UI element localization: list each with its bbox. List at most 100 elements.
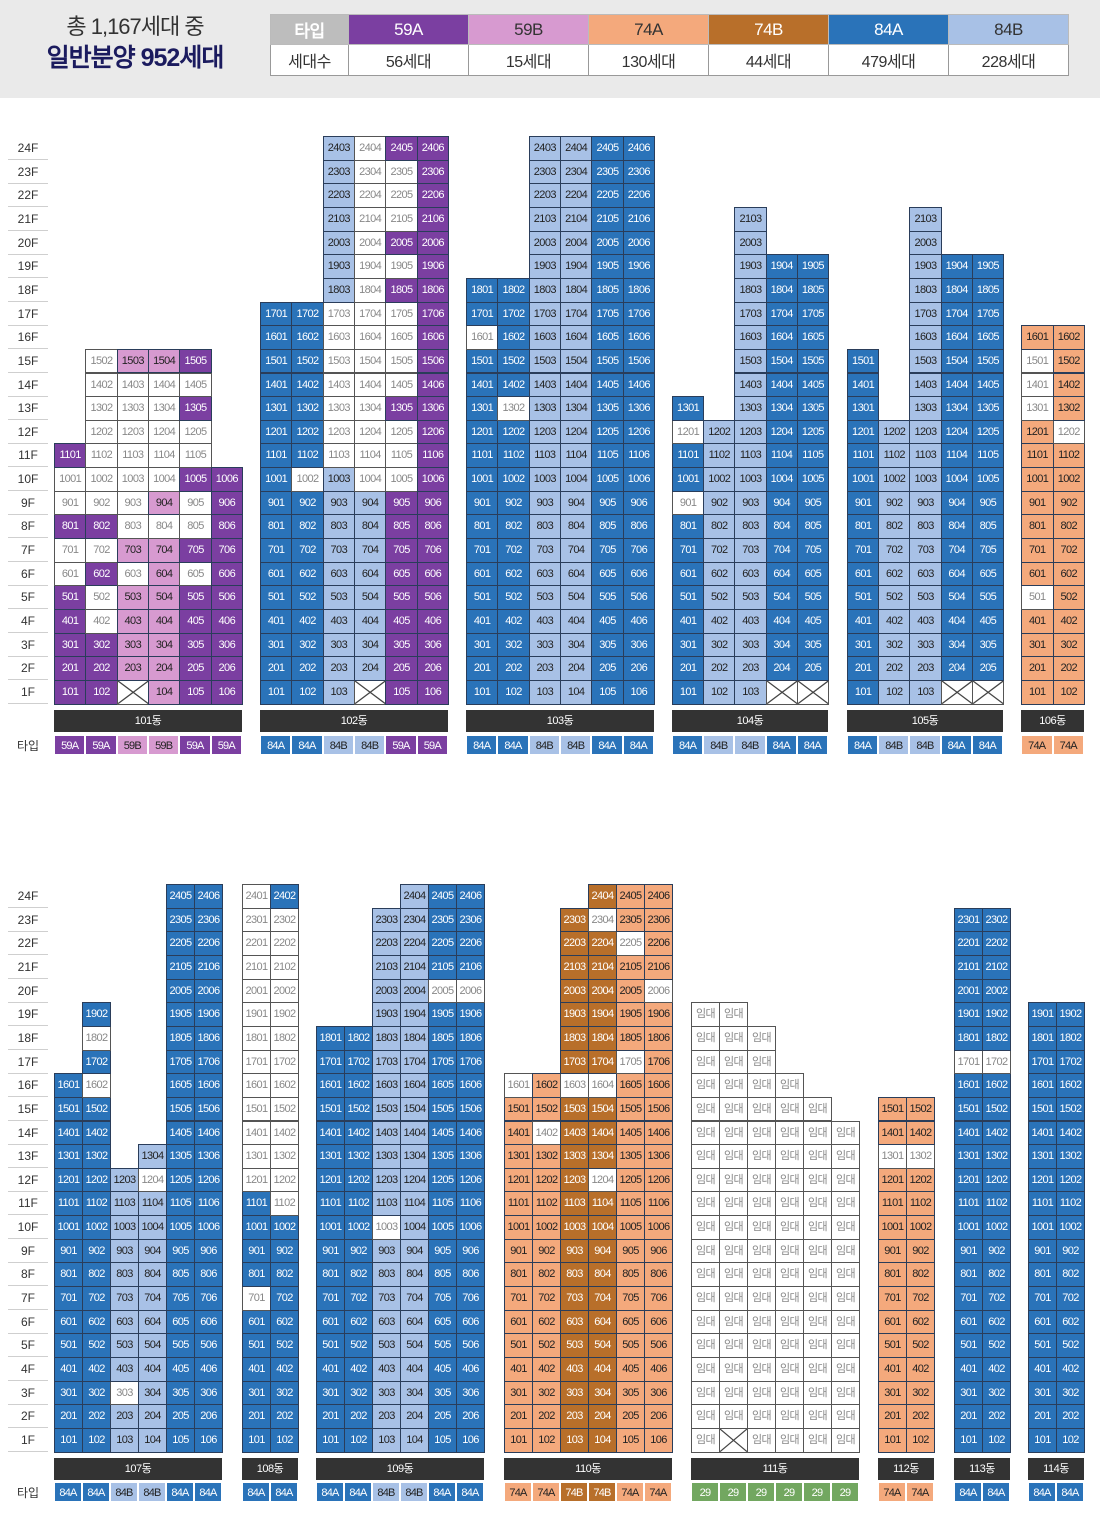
- unit-cell[interactable]: 1102: [291, 443, 324, 469]
- unit-cell[interactable]: 302: [532, 1380, 561, 1406]
- unit-cell[interactable]: 906: [456, 1238, 485, 1264]
- unit-cell[interactable]: 701: [672, 538, 705, 563]
- unit-cell[interactable]: 701: [260, 538, 293, 563]
- unit-cell[interactable]: 2406: [622, 136, 655, 161]
- unit-cell[interactable]: 1404: [940, 372, 973, 398]
- unit-cell[interactable]: 402: [703, 609, 736, 634]
- unit-cell[interactable]: 1106: [622, 443, 655, 469]
- unit-cell[interactable]: 2006: [456, 978, 485, 1004]
- unit-cell[interactable]: 2205: [166, 931, 195, 956]
- unit-cell[interactable]: 904: [138, 1238, 167, 1264]
- unit-cell[interactable]: 103: [372, 1427, 401, 1453]
- unit-cell[interactable]: 704: [940, 538, 973, 563]
- unit-cell[interactable]: 301: [1028, 1380, 1057, 1406]
- unit-cell[interactable]: 1702: [82, 1049, 111, 1075]
- unit-cell[interactable]: 101: [878, 1427, 907, 1453]
- unit-cell[interactable]: 2205: [385, 183, 418, 208]
- unit-cell[interactable]: 임대: [691, 1262, 720, 1288]
- unit-cell[interactable]: 804: [765, 514, 798, 540]
- unit-cell[interactable]: 705: [591, 538, 624, 563]
- unit-cell[interactable]: 201: [1021, 656, 1054, 681]
- unit-cell[interactable]: 1004: [148, 467, 181, 492]
- unit-cell[interactable]: 103: [734, 679, 767, 705]
- unit-cell[interactable]: 1102: [82, 1191, 111, 1217]
- unit-cell[interactable]: 402: [1052, 609, 1085, 634]
- unit-cell[interactable]: 601: [954, 1309, 983, 1335]
- unit-cell[interactable]: 1404: [400, 1120, 429, 1146]
- unit-cell[interactable]: 203: [116, 656, 149, 681]
- unit-cell[interactable]: 1502: [982, 1096, 1011, 1122]
- unit-cell[interactable]: 1505: [385, 348, 418, 374]
- unit-cell[interactable]: 임대: [719, 1238, 748, 1264]
- unit-cell[interactable]: 1904: [560, 254, 593, 279]
- unit-cell[interactable]: 604: [138, 1309, 167, 1335]
- unit-cell[interactable]: 임대: [719, 1215, 748, 1240]
- unit-cell[interactable]: 204: [354, 656, 387, 681]
- unit-cell[interactable]: 1105: [796, 443, 829, 469]
- unit-cell[interactable]: 1702: [982, 1049, 1011, 1075]
- unit-cell[interactable]: 1002: [878, 467, 911, 492]
- unit-cell[interactable]: 1404: [588, 1120, 617, 1146]
- unit-cell[interactable]: 2101: [954, 954, 983, 980]
- unit-cell[interactable]: 2402: [270, 884, 299, 909]
- unit-cell[interactable]: 1605: [591, 325, 624, 350]
- unit-cell[interactable]: 임대: [747, 1238, 776, 1264]
- unit-cell[interactable]: 1801: [954, 1025, 983, 1051]
- unit-cell[interactable]: 704: [588, 1286, 617, 1311]
- unit-cell[interactable]: 402: [532, 1357, 561, 1382]
- unit-cell[interactable]: 2106: [194, 954, 223, 980]
- unit-cell[interactable]: 1203: [110, 1167, 139, 1193]
- unit-cell[interactable]: 1403: [528, 372, 561, 398]
- unit-cell[interactable]: 2404: [354, 136, 387, 161]
- unit-cell[interactable]: 405: [591, 609, 624, 634]
- unit-cell[interactable]: 1206: [194, 1167, 223, 1193]
- unit-cell[interactable]: 1703: [372, 1049, 401, 1075]
- unit-cell[interactable]: 1402: [1052, 372, 1085, 398]
- unit-cell[interactable]: 1604: [560, 325, 593, 350]
- unit-cell[interactable]: 803: [528, 514, 561, 540]
- unit-cell[interactable]: 1302: [1052, 396, 1085, 421]
- unit-cell[interactable]: 702: [82, 1286, 111, 1311]
- unit-cell[interactable]: 1005: [385, 467, 418, 492]
- unit-cell[interactable]: 1502: [85, 348, 118, 374]
- unit-cell[interactable]: 2104: [400, 954, 429, 980]
- unit-cell[interactable]: 1903: [528, 254, 561, 279]
- unit-cell[interactable]: 402: [82, 1357, 111, 1382]
- unit-cell[interactable]: 703: [372, 1286, 401, 1311]
- unit-cell[interactable]: 1806: [416, 277, 449, 303]
- unit-cell[interactable]: 806: [456, 1262, 485, 1288]
- unit-cell[interactable]: 1906: [194, 1002, 223, 1027]
- unit-cell[interactable]: 1406: [456, 1120, 485, 1146]
- unit-cell[interactable]: 1504: [400, 1096, 429, 1122]
- unavailable-unit-cell[interactable]: [116, 679, 149, 705]
- unit-cell[interactable]: 임대: [775, 1262, 804, 1288]
- unit-cell[interactable]: 1101: [954, 1191, 983, 1217]
- unit-cell[interactable]: 405: [796, 609, 829, 634]
- unit-cell[interactable]: 806: [194, 1262, 223, 1288]
- unit-cell[interactable]: 502: [344, 1333, 373, 1358]
- unit-cell[interactable]: 1003: [734, 467, 767, 492]
- unit-cell[interactable]: 1706: [622, 301, 655, 327]
- unit-cell[interactable]: 901: [847, 490, 880, 516]
- unit-cell[interactable]: 604: [588, 1309, 617, 1335]
- unit-cell[interactable]: 1501: [504, 1096, 533, 1122]
- unit-cell[interactable]: 1001: [878, 1215, 907, 1240]
- unit-cell[interactable]: 임대: [747, 1144, 776, 1169]
- unit-cell[interactable]: 1304: [138, 1144, 167, 1169]
- unit-cell[interactable]: 임대: [719, 1404, 748, 1429]
- unit-cell[interactable]: 임대: [691, 1073, 720, 1098]
- unit-cell[interactable]: 602: [703, 561, 736, 587]
- unit-cell[interactable]: 1405: [179, 372, 212, 398]
- unit-cell[interactable]: 1005: [591, 467, 624, 492]
- unit-cell[interactable]: 306: [644, 1380, 673, 1406]
- unit-cell[interactable]: 1904: [354, 254, 387, 279]
- unit-cell[interactable]: 802: [982, 1262, 1011, 1288]
- unit-cell[interactable]: 705: [385, 538, 418, 563]
- unit-cell[interactable]: 1204: [354, 419, 387, 445]
- unit-cell[interactable]: 502: [291, 585, 324, 610]
- unit-cell[interactable]: 임대: [775, 1120, 804, 1146]
- unit-cell[interactable]: 임대: [719, 1286, 748, 1311]
- unit-cell[interactable]: 1503: [734, 348, 767, 374]
- unit-cell[interactable]: 임대: [747, 1262, 776, 1288]
- unit-cell[interactable]: 1204: [400, 1167, 429, 1193]
